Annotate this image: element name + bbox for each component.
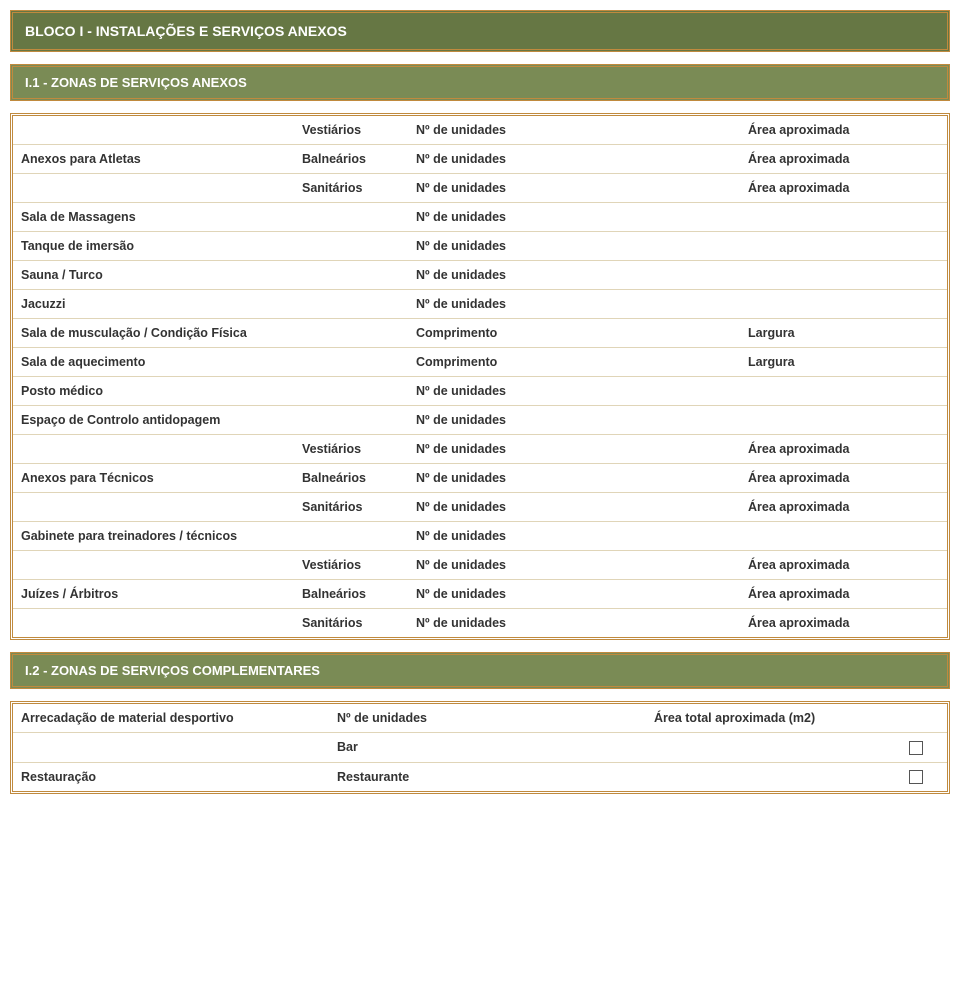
label-n-unidades: Nº de unidades	[408, 203, 559, 232]
label-n-unidades: Nº de unidades	[408, 435, 559, 464]
label-vestiarios: Vestiários	[294, 551, 408, 580]
input-cell[interactable]	[921, 493, 947, 522]
label-n-unidades: Nº de unidades	[408, 116, 559, 145]
label-area-aprox: Área aproximada	[740, 609, 921, 638]
label-n-unidades: Nº de unidades	[408, 522, 559, 551]
label-vestiarios: Vestiários	[294, 435, 408, 464]
label-sanitarios: Sanitários	[294, 609, 408, 638]
input-cell[interactable]	[559, 464, 740, 493]
row-restauracao: Restauração	[13, 762, 329, 791]
input-cell[interactable]	[559, 377, 740, 406]
label-area-aprox: Área aproximada	[740, 145, 921, 174]
input-cell[interactable]	[559, 261, 740, 290]
input-cell[interactable]	[559, 348, 740, 377]
input-cell[interactable]	[559, 290, 740, 319]
label-n-unidades: Nº de unidades	[408, 290, 559, 319]
input-cell[interactable]	[559, 232, 740, 261]
row-sauna-turco: Sauna / Turco	[13, 261, 294, 290]
label-n-unidades: Nº de unidades	[408, 232, 559, 261]
input-cell[interactable]	[559, 435, 740, 464]
input-cell[interactable]	[559, 116, 740, 145]
label-largura: Largura	[740, 348, 921, 377]
row-anexos-tecnicos: Anexos para Técnicos	[13, 464, 294, 493]
row-sala-musculacao: Sala de musculação / Condição Física	[13, 319, 294, 348]
checkbox-bar[interactable]	[909, 741, 923, 755]
row-arrecadacao: Arrecadação de material desportivo	[13, 704, 329, 733]
label-area-aprox: Área aproximada	[740, 464, 921, 493]
label-area-aprox: Área aproximada	[740, 551, 921, 580]
input-cell[interactable]	[559, 406, 740, 435]
input-cell[interactable]	[559, 174, 740, 203]
label-n-unidades: Nº de unidades	[329, 704, 500, 733]
label-n-unidades: Nº de unidades	[408, 406, 559, 435]
input-cell[interactable]	[877, 704, 901, 733]
label-n-unidades: Nº de unidades	[408, 551, 559, 580]
empty	[13, 116, 294, 145]
label-area-aprox: Área aproximada	[740, 435, 921, 464]
label-n-unidades: Nº de unidades	[408, 609, 559, 638]
input-cell[interactable]	[500, 704, 646, 733]
input-cell[interactable]	[921, 551, 947, 580]
label-n-unidades: Nº de unidades	[408, 261, 559, 290]
block-header: BLOCO I - INSTALAÇÕES E SERVIÇOS ANEXOS	[10, 10, 950, 52]
subheader-i1: I.1 - ZONAS DE SERVIÇOS ANEXOS	[10, 64, 950, 101]
input-cell[interactable]	[921, 145, 947, 174]
input-cell[interactable]	[921, 435, 947, 464]
subheader-i2: I.2 - ZONAS DE SERVIÇOS COMPLEMENTARES	[10, 652, 950, 689]
row-jacuzzi: Jacuzzi	[13, 290, 294, 319]
label-n-unidades: Nº de unidades	[408, 174, 559, 203]
row-anexos-atletas: Anexos para Atletas	[13, 145, 294, 174]
label-area-aprox: Área aproximada	[740, 174, 921, 203]
row-juizes-arbitros: Juízes / Árbitros	[13, 580, 294, 609]
label-sanitarios: Sanitários	[294, 493, 408, 522]
label-n-unidades: Nº de unidades	[408, 145, 559, 174]
table-i1: Vestiários Nº de unidades Área aproximad…	[10, 113, 950, 640]
input-cell[interactable]	[921, 319, 947, 348]
input-cell[interactable]	[559, 145, 740, 174]
label-balnearios: Balneários	[294, 464, 408, 493]
input-cell[interactable]	[921, 348, 947, 377]
input-cell[interactable]	[559, 319, 740, 348]
row-posto-medico: Posto médico	[13, 377, 294, 406]
input-cell[interactable]	[921, 464, 947, 493]
input-cell[interactable]	[921, 609, 947, 638]
table-i2: Arrecadação de material desportivo Nº de…	[10, 701, 950, 794]
input-cell[interactable]	[559, 580, 740, 609]
checkbox-restaurante[interactable]	[909, 770, 923, 784]
row-sala-massagens: Sala de Massagens	[13, 203, 294, 232]
label-n-unidades: Nº de unidades	[408, 493, 559, 522]
input-cell[interactable]	[559, 522, 740, 551]
input-cell[interactable]	[559, 609, 740, 638]
label-largura: Largura	[740, 319, 921, 348]
label-comprimento: Comprimento	[408, 319, 559, 348]
label-balnearios: Balneários	[294, 580, 408, 609]
row-tanque-imersao: Tanque de imersão	[13, 232, 294, 261]
input-cell[interactable]	[921, 174, 947, 203]
label-n-unidades: Nº de unidades	[408, 377, 559, 406]
label-n-unidades: Nº de unidades	[408, 464, 559, 493]
label-area-aprox: Área aproximada	[740, 493, 921, 522]
row-sala-aquecimento: Sala de aquecimento	[13, 348, 294, 377]
label-comprimento: Comprimento	[408, 348, 559, 377]
label-bar: Bar	[329, 733, 500, 763]
label-restaurante: Restaurante	[329, 762, 500, 791]
input-cell[interactable]	[559, 551, 740, 580]
row-espaco-antidopagem: Espaço de Controlo antidopagem	[13, 406, 294, 435]
input-cell[interactable]	[921, 116, 947, 145]
input-cell[interactable]	[559, 203, 740, 232]
label-area-total-m2: Área total aproximada (m2)	[646, 704, 877, 733]
label-area-aprox: Área aproximada	[740, 580, 921, 609]
row-gabinete-treinadores: Gabinete para treinadores / técnicos	[13, 522, 294, 551]
label-area-aprox: Área aproximada	[740, 116, 921, 145]
label-sanitarios: Sanitários	[294, 174, 408, 203]
label-vestiarios: Vestiários	[294, 116, 408, 145]
input-cell[interactable]	[921, 580, 947, 609]
label-n-unidades: Nº de unidades	[408, 580, 559, 609]
input-cell[interactable]	[559, 493, 740, 522]
label-balnearios: Balneários	[294, 145, 408, 174]
